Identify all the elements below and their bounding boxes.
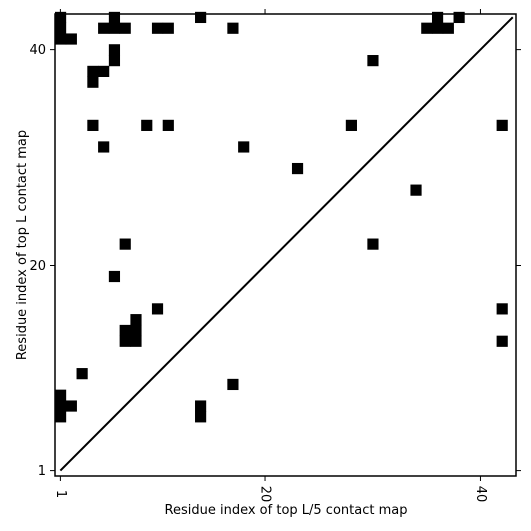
contact-cell xyxy=(195,411,207,423)
contact-cell xyxy=(141,119,153,131)
contact-cell xyxy=(162,22,174,34)
plot-frame xyxy=(54,13,517,477)
contact-cell xyxy=(108,44,121,56)
contact-cell xyxy=(162,119,174,131)
contact-cell xyxy=(195,400,207,412)
contact-cell xyxy=(119,22,131,34)
contact-cell xyxy=(119,335,131,347)
contact-cell xyxy=(227,378,239,391)
contact-cell xyxy=(496,335,508,347)
x-tick-label: 1 xyxy=(53,490,68,498)
contact-cell xyxy=(108,22,121,34)
contact-cell xyxy=(130,324,142,337)
contact-cell xyxy=(119,238,131,250)
contact-cell xyxy=(431,11,444,24)
contact-cell xyxy=(410,184,422,196)
contact-cell xyxy=(65,400,77,412)
y-tick-label: 1 xyxy=(38,464,46,479)
contact-cell xyxy=(108,270,121,283)
contact-cell xyxy=(55,389,67,401)
contact-cell xyxy=(108,11,121,24)
contact-cell xyxy=(55,400,67,412)
contact-cell xyxy=(87,65,99,77)
contact-cell xyxy=(98,141,110,153)
contact-cell xyxy=(151,303,164,315)
contact-cell xyxy=(431,22,444,34)
y-tick-label: 40 xyxy=(29,43,46,58)
x-tick-label: 20 xyxy=(258,486,273,503)
diagonal-line xyxy=(59,16,514,472)
contact-cell xyxy=(76,368,88,380)
axis-ticks: 1 20 40 1 20 40 xyxy=(29,9,521,502)
contact-cell xyxy=(238,141,250,153)
contact-cell xyxy=(55,33,67,45)
contact-cell xyxy=(130,314,142,326)
contact-cell xyxy=(367,55,379,67)
contact-cell xyxy=(496,119,508,131)
contact-cell xyxy=(87,119,99,131)
contact-cell xyxy=(55,411,67,423)
contact-cell xyxy=(442,22,454,34)
x-tick-label: 40 xyxy=(473,486,488,503)
contact-cell xyxy=(55,22,67,34)
contact-cell xyxy=(195,11,207,24)
contact-cell xyxy=(65,33,77,45)
contact-cell xyxy=(108,55,121,67)
contact-cell xyxy=(453,11,465,24)
contact-cell xyxy=(98,22,110,34)
y-tick-label: 20 xyxy=(29,259,46,274)
contact-cell xyxy=(291,162,304,175)
contact-cell xyxy=(119,324,131,337)
y-axis-label: Residue index of top L contact map xyxy=(15,130,30,360)
contact-cell xyxy=(345,119,357,131)
contact-cells xyxy=(55,11,508,423)
contact-cell xyxy=(55,11,67,24)
contact-cell xyxy=(367,238,379,250)
contact-cell xyxy=(227,22,239,34)
x-axis-label: Residue index of top L/5 contact map xyxy=(165,503,408,518)
contact-cell xyxy=(98,65,110,77)
contact-cell xyxy=(87,76,99,88)
contact-cell xyxy=(496,303,508,315)
contact-cell xyxy=(421,22,433,34)
contact-cell xyxy=(130,335,142,347)
contact-cell xyxy=(151,22,164,34)
